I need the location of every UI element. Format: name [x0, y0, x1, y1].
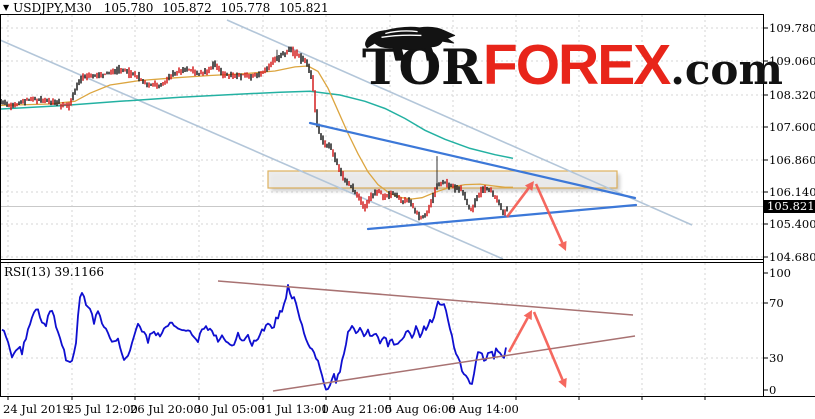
- forecast-arrows-rsi[interactable]: [507, 310, 567, 388]
- bear-icon: [365, 26, 456, 61]
- rsi-wedge-lines[interactable]: [217, 280, 636, 392]
- borders-and-ticks: [0, 14, 815, 400]
- current-price-badge: 105.821: [763, 199, 815, 213]
- logo-text-com: .com: [670, 45, 783, 94]
- torforex-watermark: TOR FOREX .com: [362, 24, 783, 98]
- rsi-line: [1, 283, 507, 391]
- forecast-arrows-main[interactable]: [505, 181, 567, 251]
- gray-channel-lines[interactable]: [0, 19, 693, 260]
- resistance-zone-rect[interactable]: [267, 170, 620, 191]
- logo-text-forex: FOREX: [482, 33, 671, 97]
- ma-slow-line[interactable]: [0, 90, 514, 160]
- grid-layer: [1, 15, 763, 395]
- blue-trend-lines[interactable]: [308, 121, 638, 231]
